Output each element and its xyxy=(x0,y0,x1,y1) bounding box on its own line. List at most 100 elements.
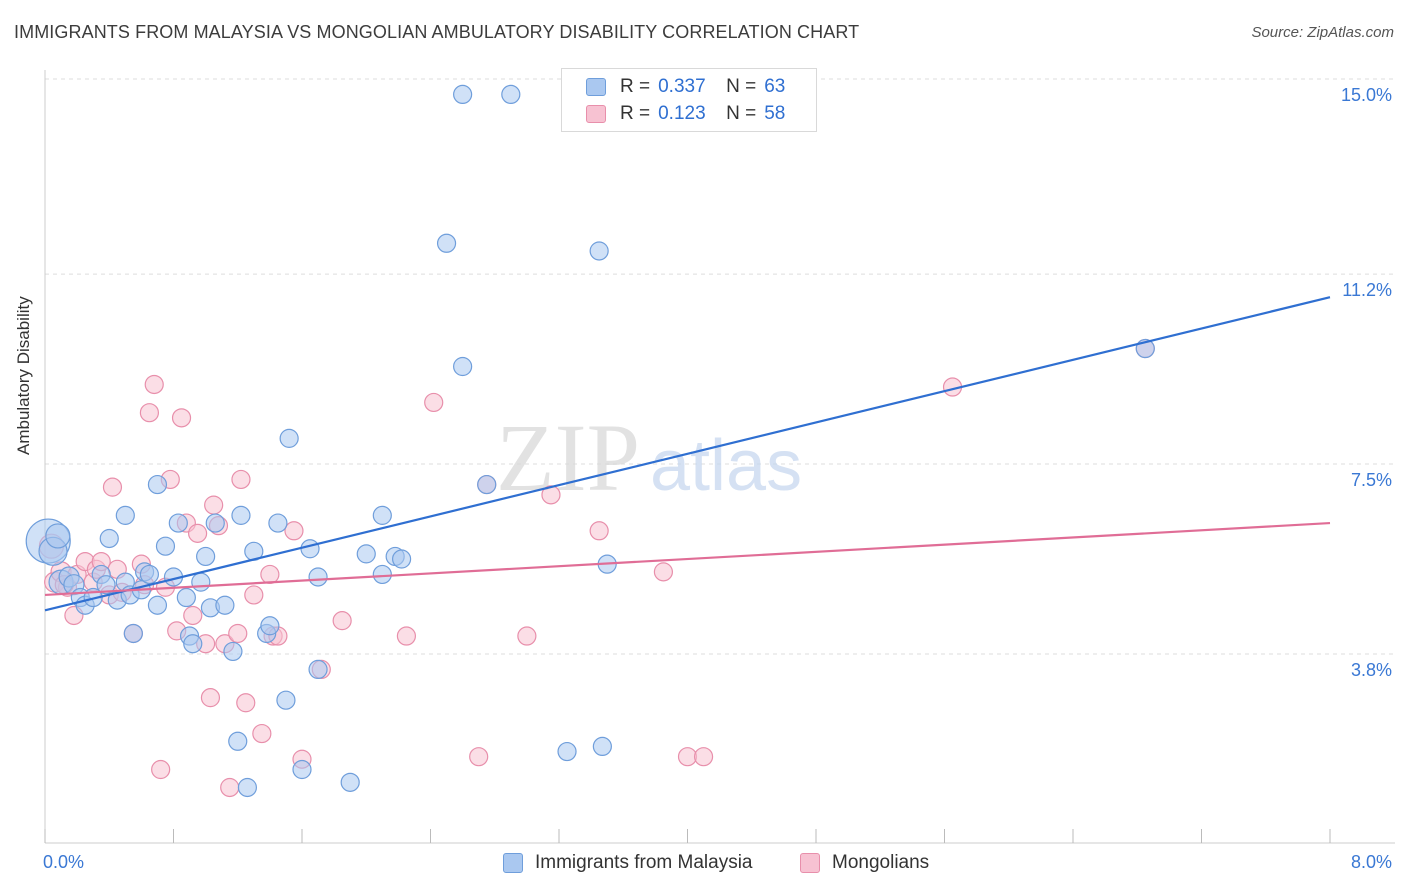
legend-swatch-blue xyxy=(503,853,523,873)
legend-label-mongolians: Mongolians xyxy=(832,852,930,873)
data-point xyxy=(231,505,251,525)
legend-n-label: N = xyxy=(726,103,757,124)
legend-item-malaysia[interactable]: Immigrants from Malaysia xyxy=(503,852,753,874)
data-point xyxy=(168,513,188,533)
legend-swatch-blue xyxy=(586,78,606,96)
trend-line-blue xyxy=(44,296,1331,612)
chart-title: IMMIGRANTS FROM MALAYSIA VS MONGOLIAN AM… xyxy=(14,22,860,42)
data-point xyxy=(557,741,577,762)
data-point xyxy=(260,564,280,585)
data-point xyxy=(396,626,417,646)
data-point xyxy=(187,523,208,543)
legend-n-label: N = xyxy=(726,76,757,97)
data-point xyxy=(356,544,376,564)
legend-r-value: 0.337 xyxy=(658,76,706,97)
legend-swatch-pink xyxy=(586,105,606,123)
data-point xyxy=(469,747,489,767)
data-point xyxy=(139,564,160,585)
data-point xyxy=(231,469,251,490)
data-point xyxy=(252,723,272,744)
data-point xyxy=(204,495,224,515)
data-point xyxy=(308,659,328,680)
data-point xyxy=(340,772,360,792)
data-point xyxy=(200,688,221,708)
data-point xyxy=(196,546,216,567)
data-point xyxy=(237,777,257,798)
axes xyxy=(44,70,1395,844)
legend-n-value: 63 xyxy=(764,76,786,97)
data-point xyxy=(453,356,473,377)
data-point xyxy=(102,477,123,497)
data-point xyxy=(477,474,497,495)
trend-line-pink xyxy=(44,521,1331,597)
data-point xyxy=(260,616,280,636)
watermark: ZIP atlas xyxy=(496,404,802,511)
watermark-zip: ZIP xyxy=(496,404,640,511)
source-label: Source: ZipAtlas.com xyxy=(1251,24,1394,41)
trend-lines xyxy=(44,296,1331,612)
data-point xyxy=(228,731,248,751)
data-point xyxy=(292,759,312,780)
data-point xyxy=(300,539,320,559)
data-point xyxy=(372,505,392,525)
data-point xyxy=(96,575,116,595)
y-tick-label: 11.2% xyxy=(1342,280,1392,301)
data-point xyxy=(308,567,328,587)
series-legend: Immigrants from Malaysia Mongolians xyxy=(0,852,1406,878)
data-point xyxy=(147,474,168,495)
data-point xyxy=(517,626,537,646)
data-point xyxy=(677,747,698,767)
gridlines xyxy=(45,78,1395,655)
data-point xyxy=(155,536,176,556)
x-tick-label: 8.0% xyxy=(1350,852,1392,872)
legend-r-label: R = xyxy=(620,103,651,124)
data-point xyxy=(391,549,412,569)
data-point xyxy=(171,408,192,428)
data-point xyxy=(99,528,119,549)
data-point xyxy=(424,392,444,413)
data-point xyxy=(589,241,609,261)
legend-label-malaysia: Immigrants from Malaysia xyxy=(535,852,753,873)
data-point xyxy=(144,374,164,395)
data-point xyxy=(372,564,392,585)
y-tick-label: 15.0% xyxy=(1340,85,1392,105)
data-point xyxy=(693,747,714,767)
x-tick-label: 0.0% xyxy=(43,852,85,872)
data-point xyxy=(176,587,196,608)
data-point xyxy=(244,585,264,605)
data-point xyxy=(541,485,561,505)
legend-row-malaysia: R = 0.337 N = 63 xyxy=(586,75,785,99)
data-point xyxy=(589,521,609,541)
legend-n-value: 58 xyxy=(764,103,786,124)
data-point xyxy=(284,521,304,541)
legend-item-mongolians[interactable]: Mongolians xyxy=(800,852,929,874)
data-point xyxy=(183,605,203,626)
data-point xyxy=(332,611,352,631)
y-tick-label: 3.8% xyxy=(1350,660,1392,680)
data-point xyxy=(453,84,473,105)
watermark-atlas: atlas xyxy=(650,426,802,506)
data-point xyxy=(436,233,457,253)
legend-swatch-pink xyxy=(800,853,820,873)
y-axis-label: Ambulatory Disability xyxy=(14,296,33,455)
legend-r-label: R = xyxy=(620,76,651,97)
data-point xyxy=(183,634,203,654)
data-point xyxy=(236,693,256,713)
data-point xyxy=(147,595,168,615)
data-point xyxy=(191,572,211,592)
data-point xyxy=(501,84,521,105)
legend-r-value: 0.123 xyxy=(658,103,706,124)
data-point xyxy=(123,623,143,644)
data-point xyxy=(279,428,299,448)
data-point xyxy=(205,513,225,533)
data-point xyxy=(220,777,240,798)
data-point xyxy=(268,513,288,533)
legend-row-mongolians: R = 0.123 N = 58 xyxy=(586,102,785,126)
data-point xyxy=(139,403,160,423)
correlation-legend: R = 0.337 N = 63 R = 0.123 N = 58 xyxy=(561,68,817,132)
data-point xyxy=(45,523,71,549)
data-point xyxy=(151,759,171,780)
y-tick-label: 7.5% xyxy=(1350,470,1392,491)
data-point xyxy=(276,690,296,710)
